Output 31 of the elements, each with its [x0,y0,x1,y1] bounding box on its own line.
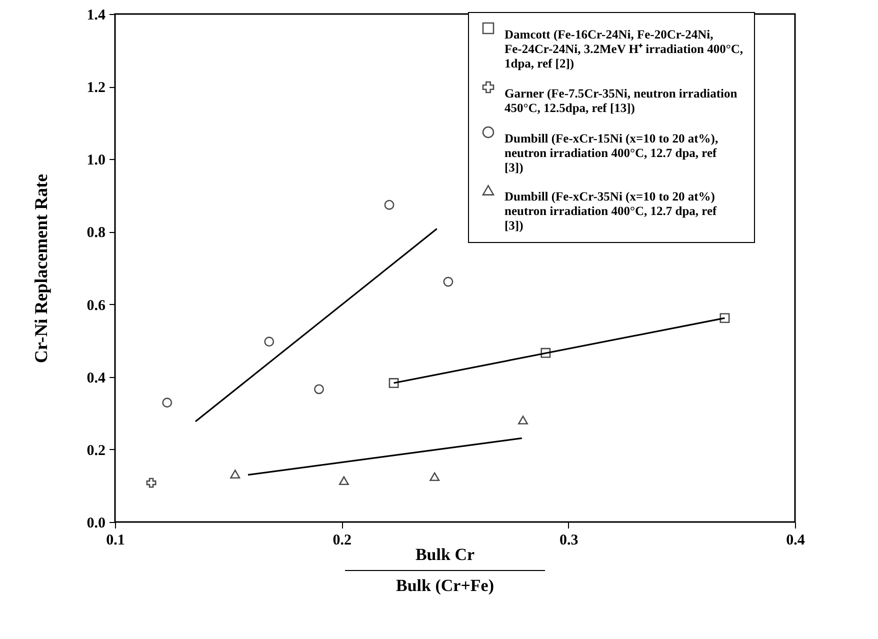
point [388,378,399,388]
x-tick-label: 0.3 [559,532,578,548]
y-tick-label: 0.6 [86,298,106,314]
point [338,476,349,486]
point [720,313,730,324]
point [518,416,528,424]
y-tick-label: 1.4 [86,8,106,24]
x-tick-label: 0.1 [106,532,125,548]
point [162,398,172,408]
y-tick-label: 1.0 [86,152,106,169]
legend-label: Dumbill (Fe-xCr-15Ni (x=10 to 20 at%), neutron irradiation 400°C, 12.7 dpa, ref [3]) [504,131,718,174]
point [314,384,324,394]
point [443,276,454,287]
legend-label: Dumbill (Fe-xCr-35Ni (x=10 to 20 at%) neutron irradiation 400°C, 12.7 dpa, ref [3]) [504,189,718,232]
point [540,348,551,358]
x-axis-title: Bulk Cr Bulk (Cr+Fe) [395,545,495,597]
y-tick-label: 0.0 [86,516,106,532]
point [146,478,156,488]
x-tick-label: 0.2 [332,532,352,548]
point [384,200,394,210]
y-tick-label: 0.4 [86,370,106,386]
x-tick-label: 0.4 [786,532,806,548]
y-tick-label: 1.2 [86,80,106,96]
point [430,472,440,482]
y-tick-label: 0.8 [86,225,106,242]
point [264,336,274,347]
legend-label: Damcott (Fe-16Cr-24Ni, Fe-20Cr-24Ni, Fe-24Cr-24Ni, 3.2MeV H⁺ irradiation 400°C, 1dpa, ref [2]) [504,27,743,70]
point [230,470,240,479]
y-axis-title: Cr-Ni Replacement Rate [30,174,51,364]
legend-label: Garner (Fe-7.5Cr-35Ni, neutron irradiation 450°C, 12.5dpa, ref [13]) [504,86,738,115]
y-tick-label: 0.2 [86,442,106,459]
